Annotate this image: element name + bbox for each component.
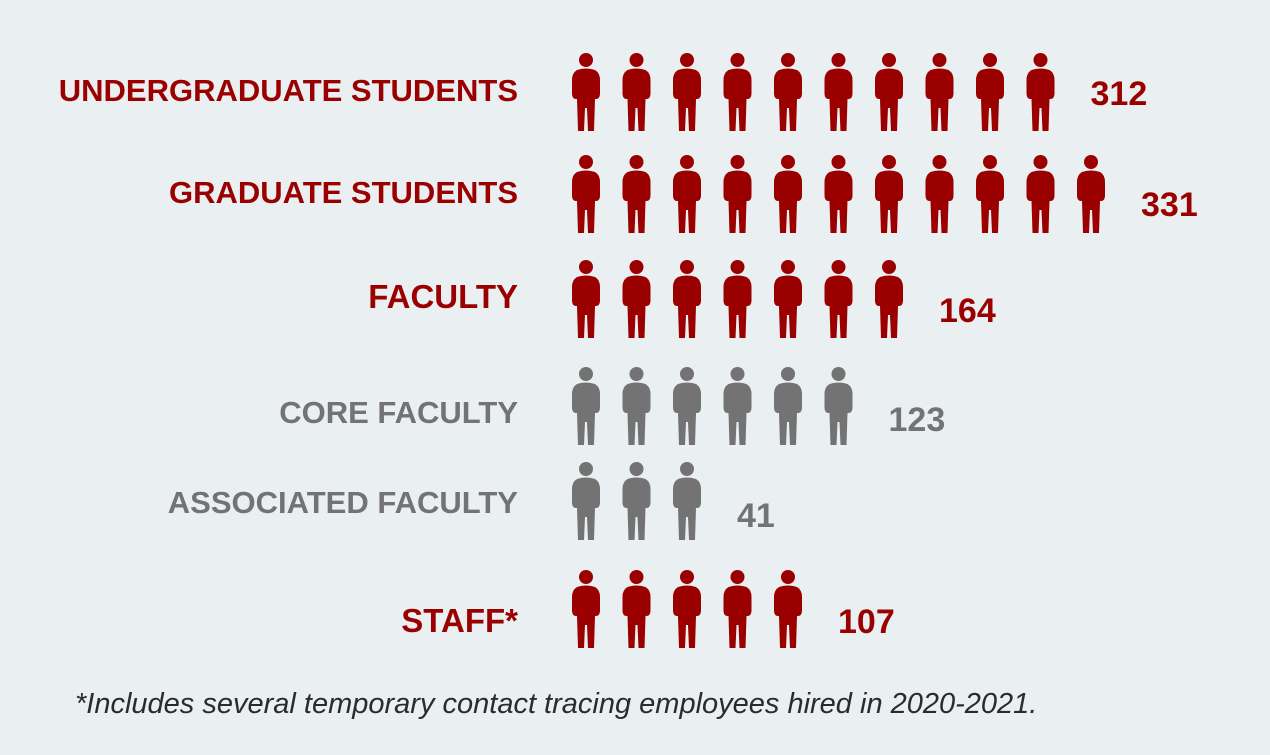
- person-icon: [976, 53, 1004, 131]
- category-label: UNDERGRADUATE STUDENTS: [59, 73, 518, 108]
- person-icon: [824, 155, 853, 233]
- person-icon: [673, 367, 701, 445]
- category-label: FACULTY: [368, 278, 518, 315]
- person-icon: [723, 367, 752, 445]
- person-icon: [774, 53, 802, 131]
- person-icon: [774, 260, 802, 338]
- person-icon: [622, 260, 651, 338]
- value-label: 107: [838, 603, 895, 641]
- person-icon: [1077, 155, 1105, 233]
- person-icon: [774, 367, 802, 445]
- value-label: 164: [939, 292, 996, 330]
- person-icon: [673, 462, 701, 540]
- value-label: 331: [1141, 186, 1198, 224]
- value-label: 41: [737, 497, 775, 535]
- person-icon: [925, 155, 954, 233]
- person-icon: [824, 367, 853, 445]
- person-icon: [673, 260, 701, 338]
- person-icon: [622, 53, 651, 131]
- person-icon: [976, 155, 1004, 233]
- person-icon: [824, 53, 853, 131]
- person-icon: [875, 260, 903, 338]
- person-icon: [723, 53, 752, 131]
- person-icon: [572, 155, 600, 233]
- person-icon: [572, 367, 600, 445]
- person-icon: [875, 155, 903, 233]
- category-label: STAFF*: [401, 602, 518, 639]
- person-icon: [622, 462, 651, 540]
- person-icon: [622, 570, 651, 648]
- person-icon: [925, 53, 954, 131]
- category-label: CORE FACULTY: [279, 395, 518, 430]
- person-icon: [673, 570, 701, 648]
- person-icon: [875, 53, 903, 131]
- person-icon: [673, 155, 701, 233]
- category-label: GRADUATE STUDENTS: [169, 175, 518, 210]
- person-icon: [723, 570, 752, 648]
- footnote: *Includes several temporary contact trac…: [75, 688, 1038, 720]
- person-icon: [723, 155, 752, 233]
- category-label: ASSOCIATED FACULTY: [168, 485, 519, 520]
- person-icon: [673, 53, 701, 131]
- person-icon: [1026, 155, 1055, 233]
- person-icon: [572, 462, 600, 540]
- person-icon: [622, 367, 651, 445]
- value-label: 312: [1091, 75, 1148, 113]
- person-icon: [572, 53, 600, 131]
- person-icon: [1026, 53, 1055, 131]
- person-icon: [622, 155, 651, 233]
- person-icon: [723, 260, 752, 338]
- value-label: 123: [889, 401, 946, 439]
- person-icon: [572, 260, 600, 338]
- person-icon: [774, 155, 802, 233]
- person-icon: [572, 570, 600, 648]
- person-icon: [774, 570, 802, 648]
- person-icon: [824, 260, 853, 338]
